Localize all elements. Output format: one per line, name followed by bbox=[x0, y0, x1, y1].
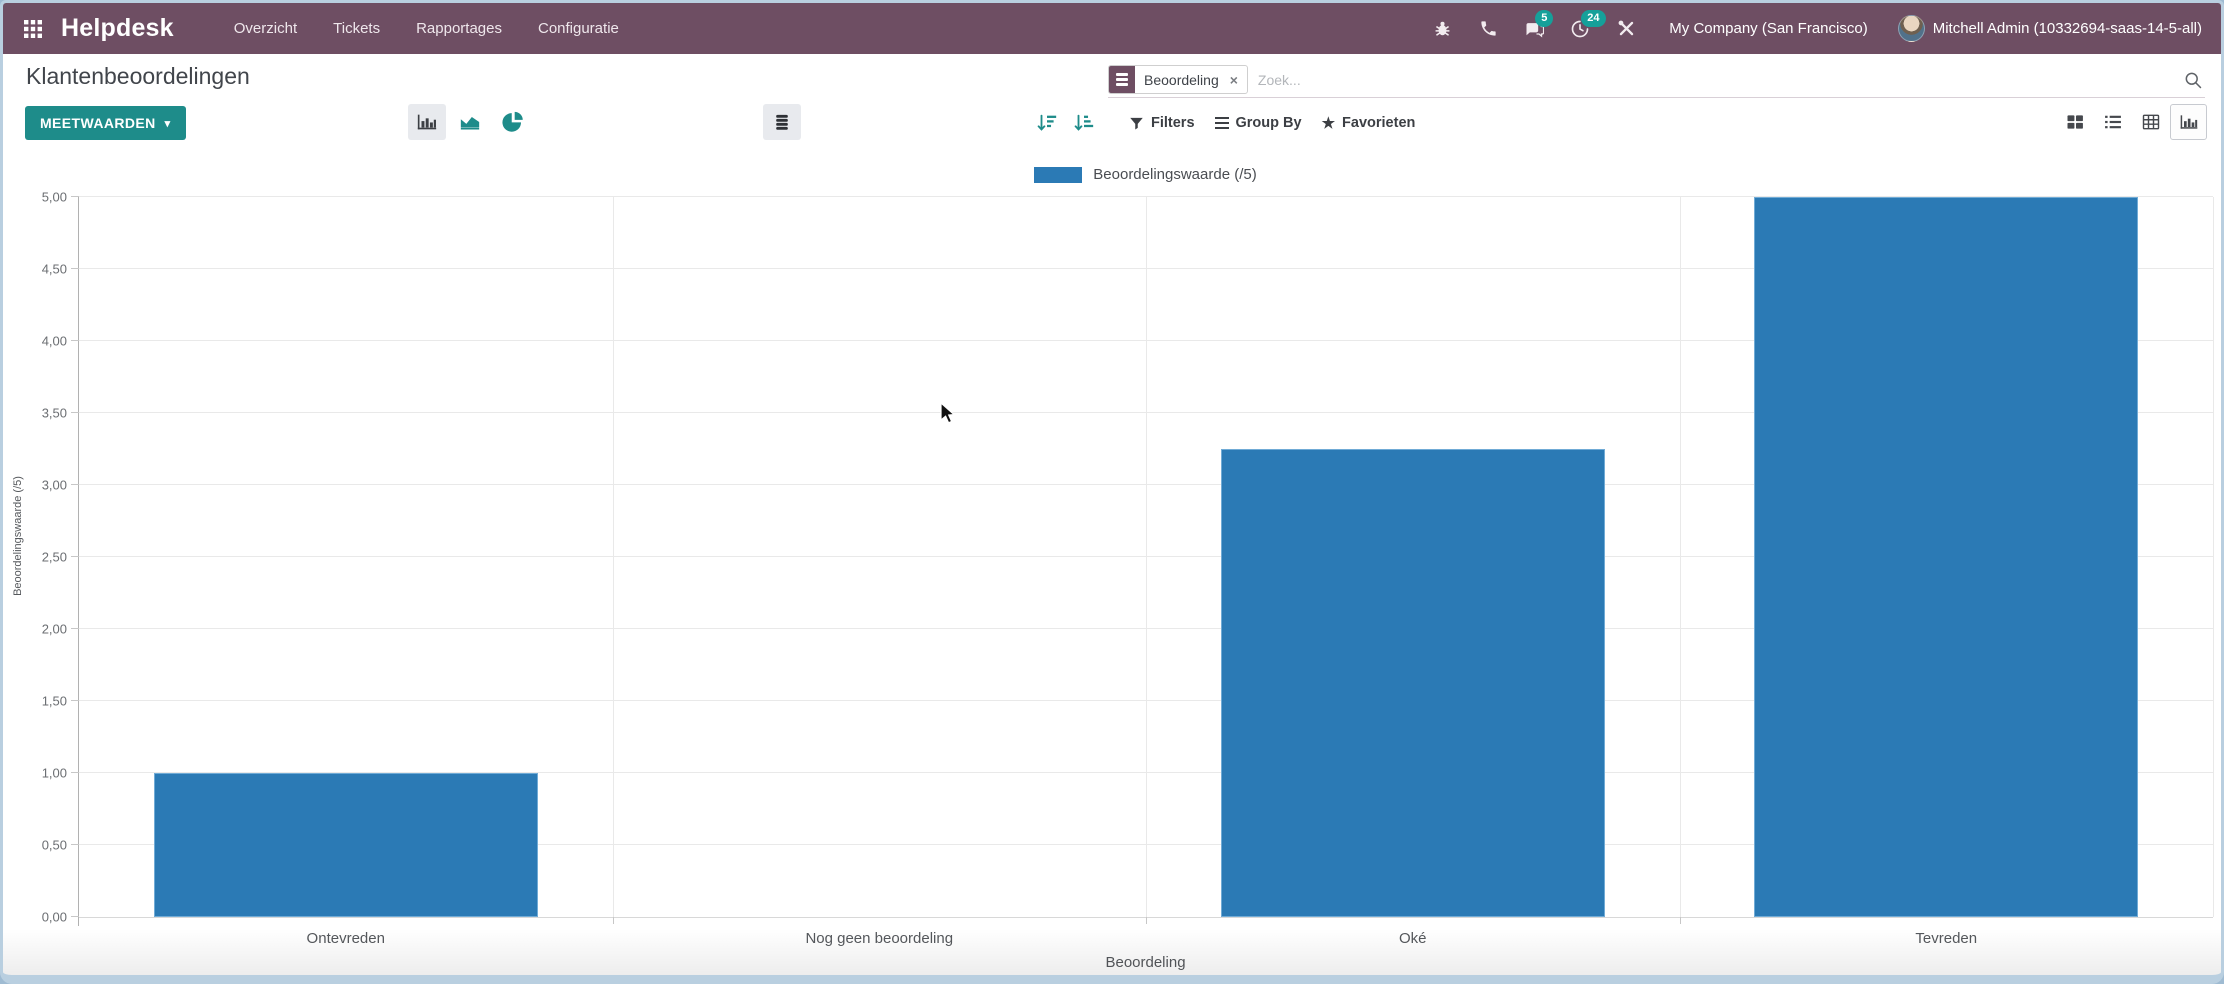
search-input[interactable] bbox=[1247, 71, 2183, 88]
filters-menu-button[interactable]: Filters bbox=[1129, 115, 1195, 131]
x-tick bbox=[612, 917, 614, 924]
company-switcher[interactable]: My Company (San Francisco) bbox=[1669, 20, 1868, 37]
bar-chart-mode-button[interactable] bbox=[408, 104, 446, 140]
bar-tevreden[interactable] bbox=[1754, 197, 2139, 917]
bar-ontevreden[interactable] bbox=[153, 773, 538, 917]
legend-label: Beoordelingswaarde (/5) bbox=[1093, 166, 1257, 183]
y-tick bbox=[71, 556, 79, 557]
chevron-down-icon: ▾ bbox=[164, 117, 171, 130]
app-brand[interactable]: Helpdesk bbox=[61, 14, 174, 42]
sort-descending-icon[interactable] bbox=[1035, 111, 1059, 135]
y-tick bbox=[71, 412, 79, 413]
y-tick-label: 3,00 bbox=[41, 477, 67, 493]
y-gridline bbox=[79, 196, 2213, 197]
bars-icon bbox=[1214, 116, 1229, 130]
measures-button[interactable]: MEETWAARDEN ▾ bbox=[25, 106, 186, 140]
facet-remove-icon[interactable]: × bbox=[1229, 71, 1238, 88]
bar-oké[interactable] bbox=[1220, 449, 1605, 917]
star-icon: ★ bbox=[1321, 115, 1336, 132]
legend-swatch bbox=[1034, 166, 1083, 183]
page-title: Klantenbeoordelingen bbox=[26, 63, 250, 89]
y-tick bbox=[71, 844, 79, 845]
activities-count-badge: 24 bbox=[1581, 9, 1606, 27]
y-tick-label: 3,50 bbox=[41, 405, 67, 421]
y-tick bbox=[71, 340, 79, 341]
y-tick bbox=[71, 772, 79, 773]
facet-label: Beoordeling bbox=[1144, 71, 1219, 88]
x-category-label: Oké bbox=[1398, 930, 1427, 947]
x-gridline bbox=[612, 197, 614, 917]
y-tick-label: 4,00 bbox=[41, 333, 67, 349]
funnel-icon bbox=[1130, 117, 1143, 129]
user-avatar[interactable] bbox=[1897, 15, 1925, 42]
groupby-facet-icon bbox=[1109, 66, 1135, 93]
x-gridline bbox=[1679, 197, 1681, 917]
view-switcher bbox=[2056, 104, 2207, 140]
x-category-label: Nog geen beoordeling bbox=[805, 930, 954, 947]
x-gridline bbox=[1146, 197, 1147, 917]
y-tick-label: 1,00 bbox=[41, 765, 67, 781]
activity-clock-icon[interactable]: 24 bbox=[1569, 9, 1606, 40]
graph-view-button[interactable] bbox=[2170, 104, 2207, 140]
search-bar: Beoordeling × bbox=[1108, 62, 2205, 98]
x-tick bbox=[1146, 917, 1147, 924]
y-tick bbox=[71, 196, 79, 197]
sort-ascending-icon[interactable] bbox=[1072, 111, 1096, 135]
messages-count-badge: 5 bbox=[1535, 9, 1554, 27]
pie-chart-mode-button[interactable] bbox=[494, 104, 532, 140]
user-menu[interactable]: Mitchell Admin (10332694-saas-14-5-all) bbox=[1932, 20, 2202, 37]
y-tick bbox=[71, 628, 79, 629]
y-tick-label: 0,00 bbox=[41, 909, 67, 925]
graph-view: Beoordelingswaarde (/5) Beoordelingswaar… bbox=[3, 146, 2221, 975]
y-tick-label: 1,50 bbox=[41, 693, 67, 709]
y-tick-label: 4,50 bbox=[41, 261, 67, 277]
menu-item-configuratie[interactable]: Configuratie bbox=[537, 20, 619, 37]
list-view-button[interactable] bbox=[2094, 104, 2131, 140]
menu-item-tickets[interactable]: Tickets bbox=[333, 20, 381, 37]
y-tick bbox=[71, 484, 79, 485]
x-gridline bbox=[2213, 197, 2214, 917]
menu-item-overzicht[interactable]: Overzicht bbox=[233, 20, 298, 37]
groupby-menu-button[interactable]: Group By bbox=[1214, 115, 1302, 131]
favorites-menu-button[interactable]: ★ Favorieten bbox=[1321, 115, 1416, 132]
phone-icon[interactable] bbox=[1477, 18, 1499, 40]
y-tick-label: 2,00 bbox=[41, 621, 67, 637]
apps-grid-icon[interactable] bbox=[22, 18, 44, 40]
stacked-toggle-button[interactable] bbox=[763, 104, 801, 140]
x-tick bbox=[1679, 917, 1681, 924]
search-options: Filters Group By ★ Favorieten bbox=[1035, 100, 1415, 146]
plot-area: 0,00 0,50 1,00 1,50 2,00 2,50 3,00 3,50 4,00 4,50… bbox=[42, 190, 2214, 947]
pivot-view-button[interactable] bbox=[2132, 104, 2169, 140]
y-tick-label: 0,50 bbox=[41, 837, 67, 853]
tools-icon[interactable] bbox=[1615, 18, 1637, 40]
chart-type-switcher bbox=[408, 104, 532, 140]
y-tick bbox=[71, 700, 79, 701]
kanban-view-button[interactable] bbox=[2056, 104, 2093, 140]
search-facet: Beoordeling × bbox=[1108, 65, 1248, 94]
control-panel-buttons: MEETWAARDEN ▾ F bbox=[3, 100, 2221, 146]
control-panel-top: Klantenbeoordelingen Beoordeling × bbox=[3, 54, 2221, 100]
main-menu: Overzicht Tickets Rapportages Configurat… bbox=[216, 3, 637, 54]
search-icon[interactable] bbox=[2183, 70, 2203, 90]
line-chart-mode-button[interactable] bbox=[451, 104, 489, 140]
y-tick-label: 5,00 bbox=[41, 189, 67, 205]
chart-legend[interactable]: Beoordelingswaarde (/5) bbox=[78, 166, 2213, 183]
bug-icon[interactable] bbox=[1431, 18, 1453, 40]
messages-icon[interactable]: 5 bbox=[1523, 9, 1554, 40]
top-navbar: Helpdesk Overzicht Tickets Rapportages C… bbox=[3, 3, 2221, 54]
y-tick-label: 2,50 bbox=[41, 549, 67, 565]
y-tick bbox=[71, 268, 79, 269]
y-tick bbox=[71, 916, 79, 917]
y-axis-title: Beoordelingswaarde (/5) bbox=[12, 475, 24, 596]
x-category-label: Tevreden bbox=[1915, 930, 1978, 947]
menu-item-rapportages[interactable]: Rapportages bbox=[416, 20, 502, 37]
x-category-label: Ontevreden bbox=[306, 930, 385, 947]
x-axis-title: Beoordeling bbox=[1105, 954, 1186, 971]
